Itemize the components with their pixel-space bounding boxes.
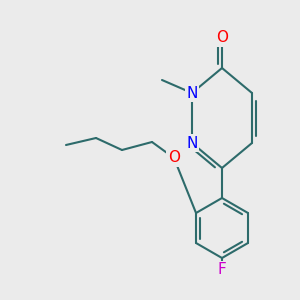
Text: O: O [168,151,180,166]
Text: N: N [186,136,198,151]
Text: O: O [216,31,228,46]
Text: F: F [218,262,226,278]
Text: N: N [186,85,198,100]
